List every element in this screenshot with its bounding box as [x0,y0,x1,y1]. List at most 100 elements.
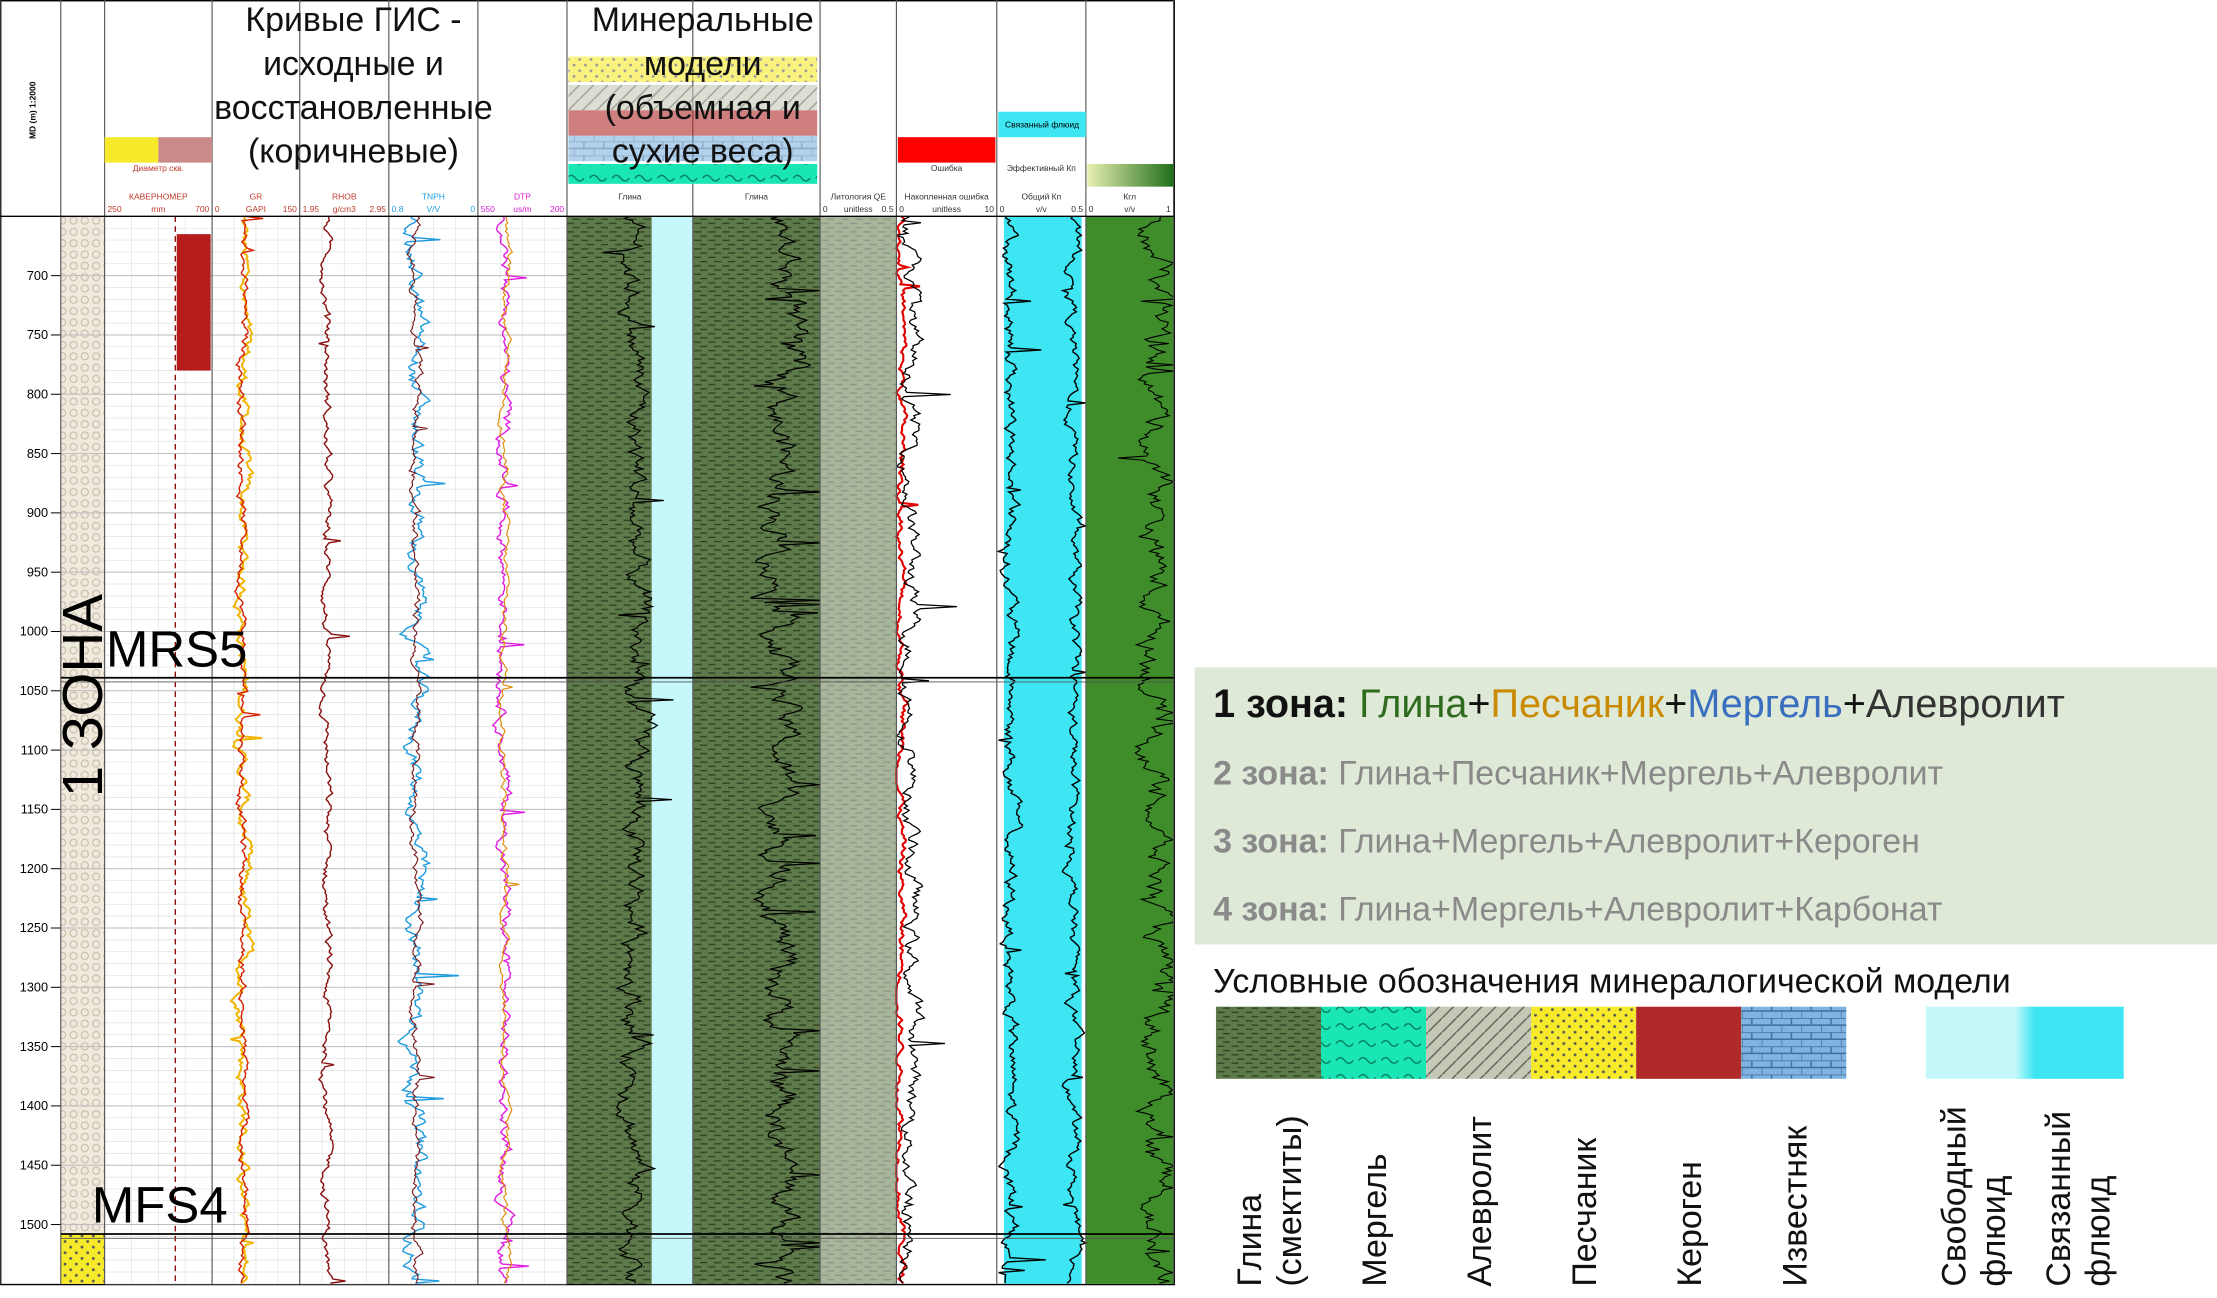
track-name: Накопленная ошибка [904,191,989,201]
scale-unit: GAPI [246,204,266,214]
legend-label: Глина [1231,1194,1269,1287]
clay-weight [692,216,821,1284]
log-curve [397,216,459,1284]
mineral-header-swatch [568,84,818,111]
zone-line: 4 зона: Глина+Мергель+Алевролит+Карбонат [1213,890,1942,928]
scale-max: 10 [985,204,995,214]
log-curve [602,215,674,1284]
legend-fluid-swatch [1925,1006,2124,1079]
track-caption: Диаметр скв. [133,163,184,173]
mineral-header-marl [568,164,818,184]
fluid-volume [651,216,693,1284]
legend-swatch [1741,1006,1847,1079]
depth-tick-label: 1300 [20,980,48,995]
scale-min: 0 [823,204,828,214]
scale-min: 0 [215,204,220,214]
bound-fluid-header [998,111,1086,138]
side-panel: 1 зона: Глина+Песчаник+Мергель+Алевролит… [1194,667,2217,1287]
scale-max: 700 [195,204,209,214]
log-panel: 7007508008509009501000105011001150120012… [0,0,1176,1286]
log-curve [229,216,263,1284]
zone-part: + [1467,682,1490,726]
zone-part: Песчаник [1491,682,1665,726]
depth-tick-label: 950 [27,564,48,579]
scale-unit: V/V [427,204,441,214]
zone-line: 2 зона: Глина+Песчаник+Мергель+Алевролит [1213,755,1943,793]
depth-tick-label: 750 [27,327,48,342]
depth-tick-label: 1000 [20,624,48,639]
zone-title: 4 зона: [1213,890,1338,928]
error-header [897,137,996,163]
track-name: Глина [745,191,768,201]
scale-unit: unitless [932,204,961,214]
zone-label: 1 ЗОНА [51,594,114,797]
depth-tick-label: 800 [27,387,48,402]
log-curve [895,215,958,1284]
zone-title: 2 зона: [1213,755,1338,793]
zone-line: 1 зона: Глина+Песчаник+Мергель+Алевролит [1213,682,2065,726]
depth-tick-label: 1200 [20,861,48,876]
kgl-fill [1085,216,1174,1284]
scale-min: 0.8 [392,204,404,214]
zone-part: + [1843,682,1866,726]
mineral-header-swatch [568,56,818,83]
header-title: Минеральные [592,1,814,39]
zone-part: Глина [1359,682,1468,726]
caliper-fill [176,234,211,371]
kgl-header [1087,164,1174,187]
zone-part: Глина+Песчаник+Мергель+Алевролит [1338,755,1943,793]
track-name: Кгл [1123,191,1136,201]
zones-box [1194,667,2217,945]
log-curve [995,216,1046,1284]
scale-min: 1.95 [303,204,320,214]
depth-tick-label: 900 [27,505,48,520]
scale-max: 1 [1166,204,1171,214]
track-name: Литология QE [831,191,887,201]
log-curve [1060,215,1088,1284]
legend-label: Связанный [2040,1111,2078,1287]
legend-swatch [1636,1006,1742,1079]
legend-label: Алевролит [1461,1116,1499,1287]
scale-unit: mm [151,204,165,214]
horizon-label: MRS5 [106,620,247,677]
track-name: RHOB [332,191,357,201]
legend-swatch [1531,1006,1637,1079]
track-name: DTP [514,191,531,201]
scale-max: 0.5 [882,204,894,214]
scale-min: 250 [107,204,121,214]
legend-title: Условные обозначения минералогической мо… [1213,963,2011,1001]
log-curve [233,215,264,1284]
track-name: GR [250,191,263,201]
scale-unit: v/v [1036,204,1048,214]
scale-max: 2.95 [370,204,387,214]
scale-min: 0 [899,204,904,214]
scale-max: 0 [470,204,475,214]
legend-label: флюид [1975,1175,2013,1286]
mineral-header-swatch [568,110,818,136]
header-title: (коричневые) [248,133,459,171]
zone-line: 3 зона: Глина+Мергель+Алевролит+Кероген [1213,823,1920,861]
scale-unit: us/m [513,204,531,214]
porosity-fluid [1003,216,1082,1284]
zone-part: Глина+Мергель+Алевролит+Кероген [1338,823,1920,861]
legend-swatch [1215,1006,1322,1079]
log-curve [496,216,520,1284]
horizon-label: MFS4 [92,1177,228,1234]
bound-fluid-label: Связанный флюид [1005,119,1079,129]
legend-swatch [1426,1006,1532,1079]
legend-label: Мергель [1356,1153,1394,1286]
legend-kerogen [158,137,213,163]
header-title: (объемная и [605,89,801,127]
track-caption: Эффективный Кп [1007,163,1076,173]
depth-tick-label: 1150 [21,802,48,817]
log-curve [1118,216,1176,1284]
scale-unit: v/v [1124,204,1136,214]
depth-tick-label: 1050 [20,683,48,698]
lithology-qe [820,216,897,1284]
zone-part: Мергель [1687,682,1842,726]
zone-column [60,216,105,1235]
scale-max: 150 [283,204,297,214]
zone-column-sand [60,1234,105,1284]
scale-unit: unitless [844,204,873,214]
